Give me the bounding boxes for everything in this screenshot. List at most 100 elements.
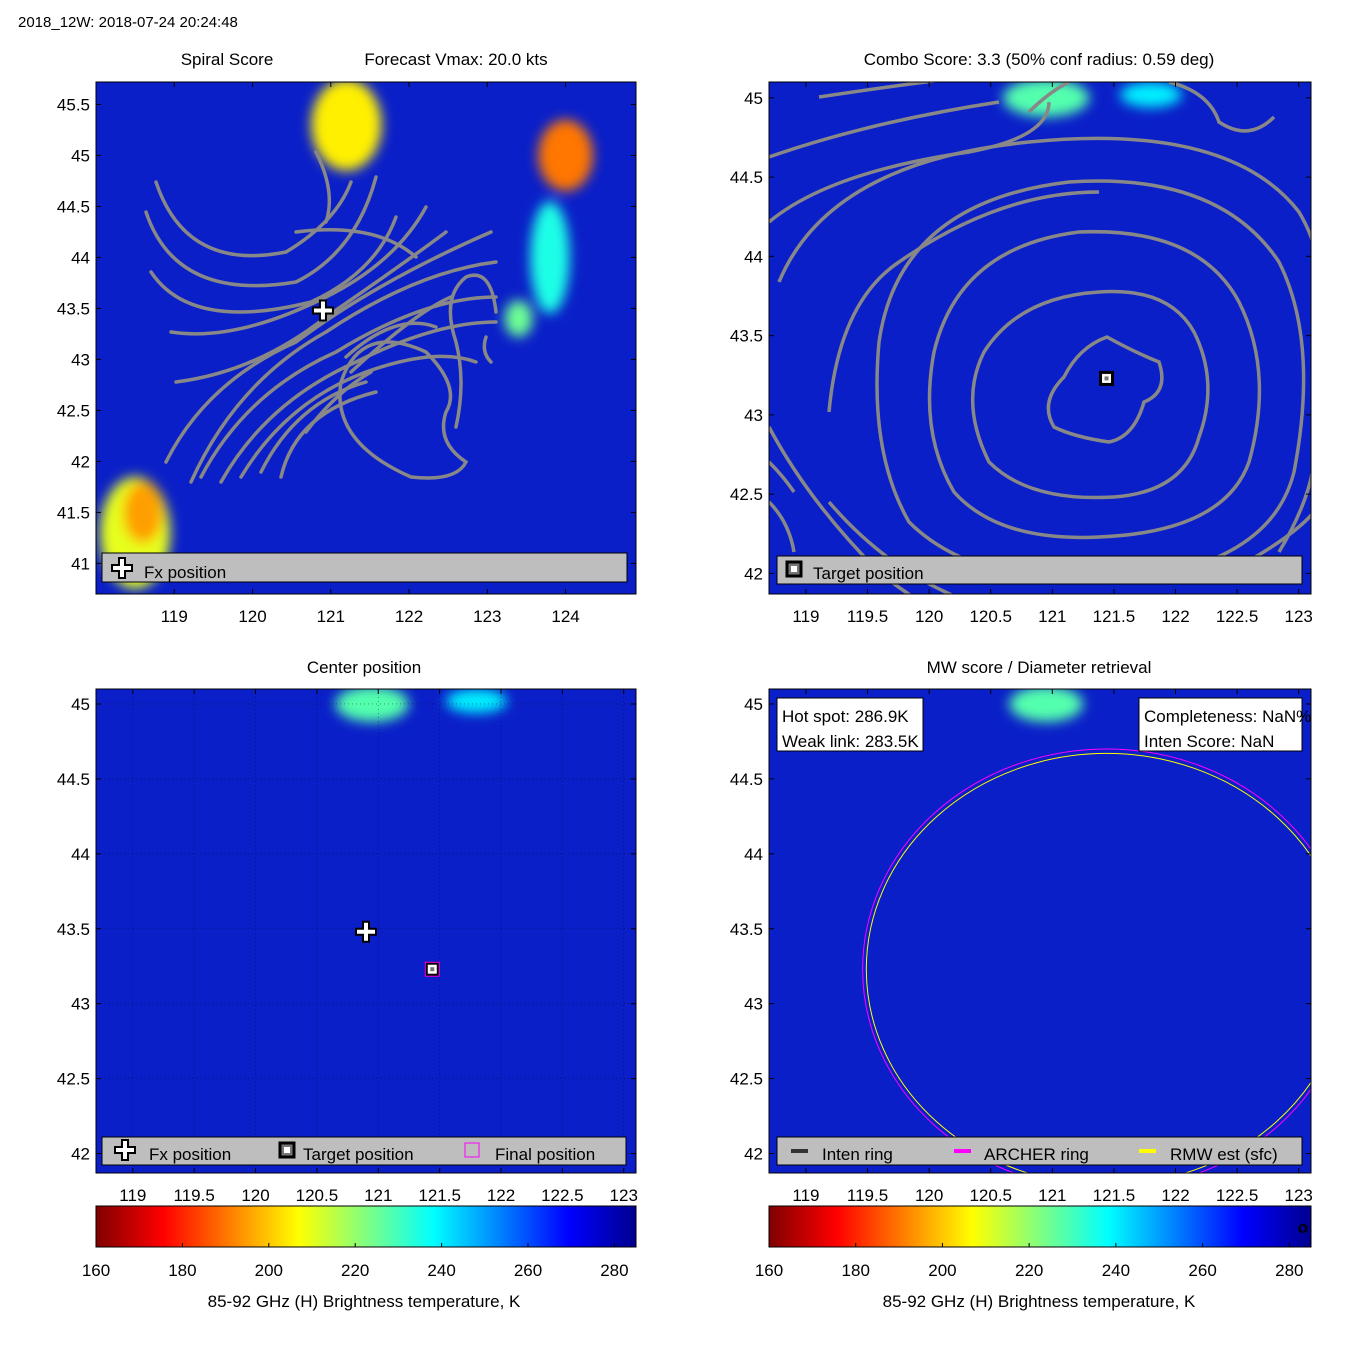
y-tick-label: 42 <box>744 564 763 583</box>
spiral-contour <box>338 340 469 480</box>
combo-contour <box>1168 82 1276 133</box>
fx-marker-icon <box>111 557 133 579</box>
combo-contour <box>927 229 1262 540</box>
colorbar-right-bar <box>768 1205 1312 1248</box>
x-tick-label: 119.5 <box>847 607 888 626</box>
spiral-contour <box>154 180 353 258</box>
spiral-contour <box>164 230 493 464</box>
y-tick-label: 41.5 <box>57 503 90 522</box>
x-tick-label: 123 <box>473 607 501 626</box>
y-tick-label: 43.5 <box>730 327 763 346</box>
y-tick-label: 44.5 <box>57 770 90 789</box>
mw-weaklink-text: Weak link: 283.5K <box>782 732 919 751</box>
x-tick-label: 121.5 <box>1093 607 1136 626</box>
hot-spot <box>538 119 593 192</box>
combo-contour <box>769 460 796 493</box>
y-tick-label: 45 <box>744 89 763 108</box>
spiral-contour <box>344 321 438 359</box>
combo-contours <box>769 82 1311 594</box>
spiral-contour <box>169 205 428 336</box>
x-tick-label: 119 <box>792 607 819 626</box>
y-tick-label: 44 <box>744 247 763 266</box>
target-marker-icon <box>785 560 803 578</box>
center-axes: 119 119.5 120 120.5 121 121.5 122 122.5 123 42 42.… <box>57 689 638 1205</box>
hot-spot <box>1003 82 1090 117</box>
colorbar-tick-label: 240 <box>427 1261 455 1280</box>
colorbar-tick-label: 200 <box>255 1261 283 1280</box>
spiral-contour <box>189 260 498 484</box>
colorbar-tick-label: 160 <box>82 1261 110 1280</box>
colorbar-tick-label: 220 <box>1015 1261 1043 1280</box>
x-tick-label: 121.5 <box>1093 1186 1136 1205</box>
x-tick-label: 120.5 <box>969 1186 1012 1205</box>
combo-plot <box>769 82 1311 594</box>
mw-title: MW score / Diameter retrieval <box>927 658 1152 677</box>
x-tick-label: 122.5 <box>1216 1186 1259 1205</box>
colorbar-tick-label: 280 <box>600 1261 628 1280</box>
spiral-contour <box>239 354 478 479</box>
rmw-ring <box>865 752 1311 1173</box>
fx-marker-icon <box>114 1139 136 1161</box>
spiral-legend-label: Fx position <box>144 563 226 582</box>
mw-frame <box>768 688 1312 1174</box>
spiral-legend-box <box>101 552 628 583</box>
colorbar-tick-label: 180 <box>168 1261 196 1280</box>
colorbar-tick-label: 260 <box>1188 1261 1216 1280</box>
panel-center: Center position Fx position Target posit… <box>57 658 638 1205</box>
center-legend: Fx position Target position Final positi… <box>101 1136 627 1166</box>
y-tick-label: 43 <box>71 995 90 1014</box>
colorbar-tick-label: 260 <box>514 1261 542 1280</box>
panel-combo: Combo Score: 3.3 (50% conf radius: 0.59 … <box>730 50 1313 626</box>
figure-header: 2018_12W: 2018-07-24 20:24:48 <box>18 14 238 31</box>
y-tick-label: 44.5 <box>57 197 90 216</box>
x-tick-label: 120 <box>241 1186 269 1205</box>
colorbar-left-label: 85-92 GHz (H) Brightness temperature, K <box>208 1292 521 1311</box>
hot-spot <box>123 481 163 544</box>
y-tick-label: 44 <box>744 845 763 864</box>
x-tick-label: 122 <box>1161 1186 1189 1205</box>
x-tick-label: 120 <box>915 1186 943 1205</box>
center-plot <box>96 689 636 1173</box>
mw-legend-label-rmw: RMW est (sfc) <box>1170 1145 1278 1164</box>
center-legend-label-final: Final position <box>495 1145 595 1164</box>
x-tick-label: 121 <box>1038 607 1066 626</box>
spiral-legend: Fx position <box>101 552 628 583</box>
spiral-title-left: Spiral Score <box>181 50 274 69</box>
combo-contour <box>827 190 1100 413</box>
archer-ring <box>862 748 1311 1173</box>
spiral-contour <box>304 370 373 434</box>
mw-info-right-box <box>1138 697 1303 752</box>
colorbar-left-bar <box>95 1205 637 1248</box>
spiral-axes: 119 120 121 122 123 124 41 41.5 42 42.5 43 43.5 44 44… <box>57 82 636 626</box>
x-tick-label: 122 <box>1161 607 1189 626</box>
hot-spot <box>445 689 508 713</box>
mw-intenscore-text: Inten Score: NaN <box>1144 732 1274 751</box>
spiral-contour <box>294 228 418 259</box>
mw-axes: 119 119.5 120 120.5 121 121.5 122 122.5 123 42 42.… <box>730 689 1313 1205</box>
y-tick-label: 43.5 <box>730 920 763 939</box>
x-tick-label: 122.5 <box>541 1186 584 1205</box>
y-tick-label: 43 <box>744 995 763 1014</box>
mw-background <box>769 689 1311 1173</box>
spiral-contour <box>482 335 493 364</box>
center-legend-label-target: Target position <box>303 1145 414 1164</box>
x-tick-label: 123 <box>610 1186 638 1205</box>
x-tick-label: 120 <box>238 607 266 626</box>
colorbar-tick-label: 200 <box>928 1261 956 1280</box>
mw-hotspot-text: Hot spot: 286.9K <box>782 707 909 726</box>
x-tick-label: 121 <box>364 1186 392 1205</box>
x-tick-label: 122 <box>487 1186 515 1205</box>
panel-spiral: Spiral Score Forecast Vmax: 20.0 kts <box>57 50 637 626</box>
hot-spot <box>504 300 533 337</box>
mw-info-left: Hot spot: 286.9K Weak link: 283.5K <box>776 697 924 752</box>
y-tick-label: 44.5 <box>730 770 763 789</box>
spiral-contour <box>149 215 398 314</box>
x-tick-label: 119.5 <box>174 1186 215 1205</box>
y-tick-label: 42.5 <box>730 1070 763 1089</box>
x-tick-label: 120.5 <box>296 1186 339 1205</box>
hot-spot <box>1120 82 1182 108</box>
mw-legend-label-archer: ARCHER ring <box>984 1145 1089 1164</box>
x-tick-label: 121.5 <box>418 1186 461 1205</box>
x-tick-label: 121 <box>317 607 345 626</box>
y-tick-label: 43 <box>744 406 763 425</box>
